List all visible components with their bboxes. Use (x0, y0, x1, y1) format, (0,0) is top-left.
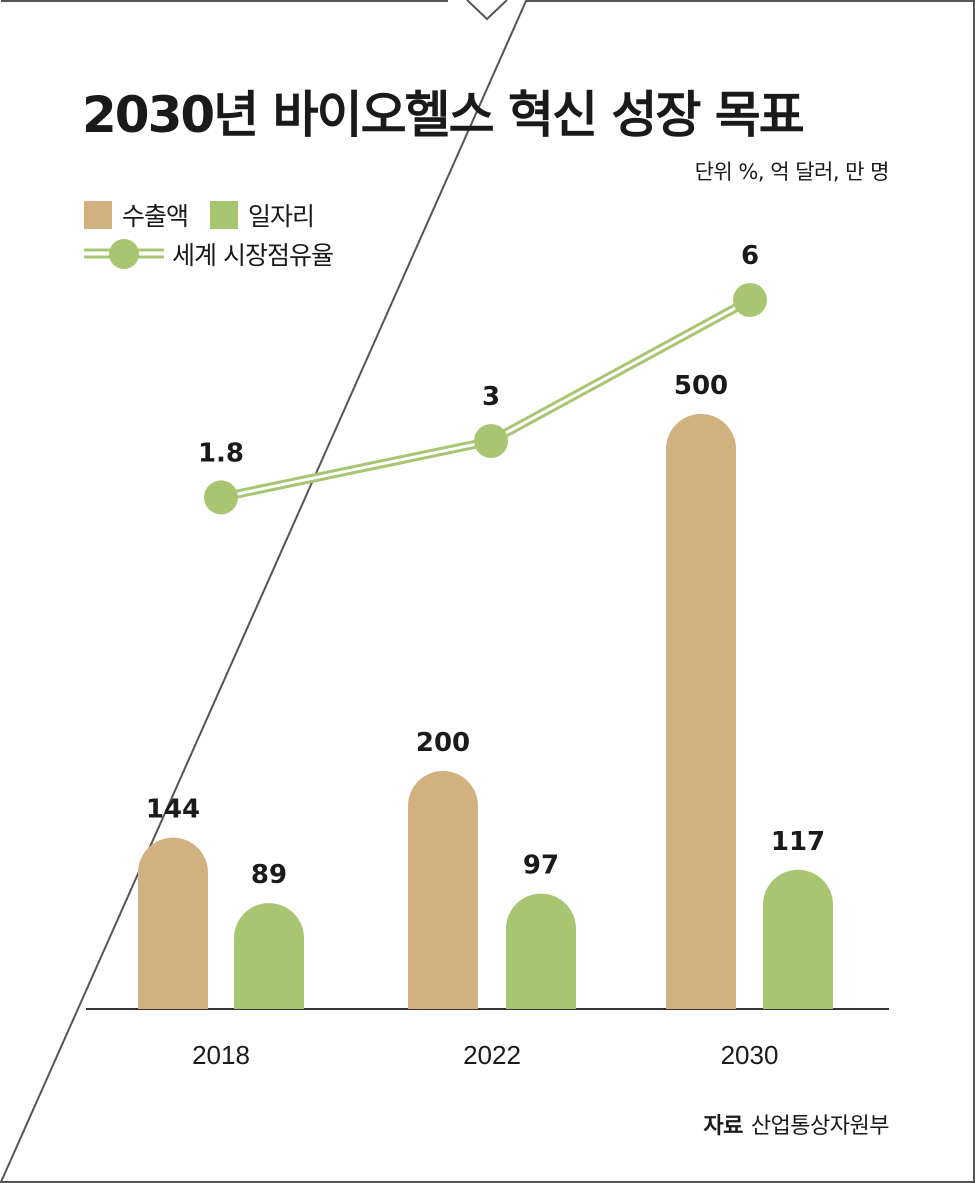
source-label: 자료 (703, 1114, 743, 1139)
x-tick-2030: 2030 (721, 1040, 779, 1070)
bar-export-2022 (408, 771, 478, 1009)
value-label-share-2030: 6 (741, 241, 759, 271)
source-note: 자료 산업통상자원부 (703, 1108, 889, 1140)
legend-line-icon (84, 239, 164, 269)
legend-label-export: 수출액 (122, 202, 189, 231)
value-label-share-2018: 1.8 (198, 438, 244, 468)
bar-jobs-2030 (763, 869, 833, 1009)
bar-export-2018 (138, 837, 208, 1009)
share-point-2022 (474, 424, 508, 458)
value-label-jobs-2030: 117 (771, 827, 825, 857)
legend-label-jobs: 일자리 (248, 202, 315, 231)
legend-label-share: 세계 시장점유율 (172, 241, 334, 270)
chart-title: 2030년 바이오헬스 혁신 성장 목표 (82, 86, 805, 144)
chevron-down-icon (466, 0, 508, 21)
legend-swatch-export (84, 201, 112, 229)
bar-jobs-2018 (234, 903, 304, 1009)
unit-note: 단위 %, 억 달러, 만 명 (694, 160, 890, 184)
legend-swatch-jobs (210, 201, 239, 229)
value-label-export-2030: 500 (674, 371, 728, 401)
share-point-2030 (733, 283, 767, 317)
share-point-2018 (204, 480, 238, 515)
legend-bars: 수출액 일자리 (84, 197, 315, 233)
value-label-export-2022: 200 (416, 728, 470, 758)
x-tick-2018: 2018 (192, 1040, 250, 1070)
bar-export-2030 (666, 414, 736, 1009)
value-label-jobs-2022: 97 (523, 851, 559, 881)
legend-line: 세계 시장점유율 (84, 236, 334, 272)
value-label-export-2018: 144 (146, 795, 200, 825)
bar-jobs-2022 (506, 893, 576, 1009)
value-label-jobs-2018: 89 (251, 860, 287, 890)
source-value: 산업통상자원부 (750, 1114, 890, 1139)
value-label-share-2022: 3 (482, 382, 500, 412)
x-tick-2022: 2022 (463, 1040, 521, 1070)
